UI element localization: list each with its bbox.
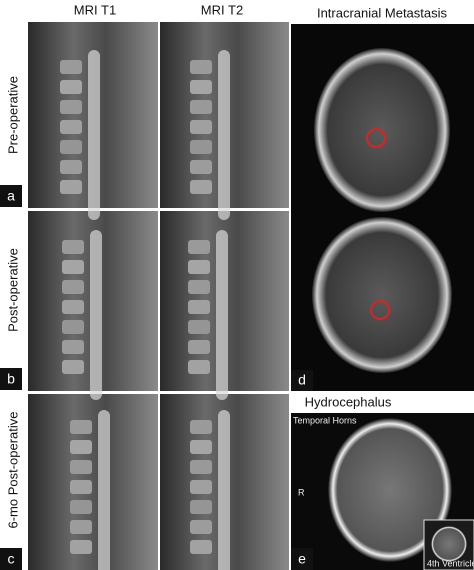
row-label: Pre-operative: [5, 76, 20, 154]
column-header: MRI T1: [74, 2, 116, 17]
metastasis-panel: [291, 24, 474, 391]
column-header: Intracranial Metastasis: [317, 5, 448, 20]
panel-letter: e: [298, 551, 306, 567]
panel-letter: c: [8, 551, 15, 567]
panel-letter: b: [7, 371, 15, 387]
panel-letter: d: [298, 372, 306, 388]
annotation: R: [298, 487, 305, 497]
annotation: Temporal Horns: [293, 415, 357, 425]
annotation: 4th Ventricle: [427, 558, 474, 568]
column-header: MRI T2: [201, 2, 243, 17]
panel-title: Hydrocephalus: [305, 394, 392, 409]
mri-panels: [0, 22, 289, 570]
panel-letter: a: [7, 188, 15, 204]
ct-panel: [291, 413, 474, 570]
row-label: Post-operative: [5, 248, 20, 332]
row-label: 6-mo Post-operative: [5, 411, 20, 528]
